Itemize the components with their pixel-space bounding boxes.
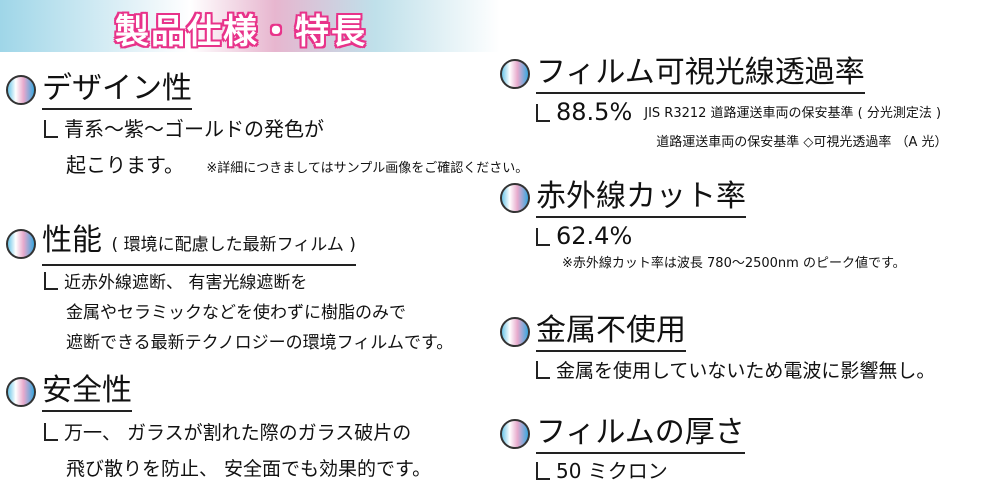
section-design: デザイン性 青系～紫～ゴールドの発色が 起こります。 ※詳細につきましてはサンプ… bbox=[6, 70, 528, 184]
note: ※赤外線カット率は波長 780～2500nm のピーク値です。 bbox=[562, 256, 906, 271]
orb-bullet-icon bbox=[6, 377, 36, 407]
section-heading: 赤外線カット率 bbox=[536, 178, 746, 218]
corner-bracket-icon bbox=[536, 228, 550, 246]
orb-bullet-icon bbox=[500, 419, 530, 449]
note: 道路運送車両の保安基準 ◇可視光透過率 （A 光） bbox=[656, 135, 948, 150]
value: 88.5% bbox=[556, 98, 633, 126]
section-heading: 性能 ( 環境に配慮した最新フィルム ) bbox=[42, 222, 356, 266]
value: 50 ミクロン bbox=[556, 459, 668, 483]
value: 62.4% bbox=[556, 222, 633, 250]
section-metal-free: 金属不使用 金属を使用していないため電波に影響無し。 bbox=[500, 312, 935, 386]
section-performance: 性能 ( 環境に配慮した最新フィルム ) 近赤外線遮断、 有害光線遮断を 金属や… bbox=[6, 222, 453, 358]
corner-bracket-icon bbox=[536, 104, 550, 122]
body-line: 遮断できる最新テクノロジーの環境フィルムです。 bbox=[66, 333, 454, 353]
orb-bullet-icon bbox=[6, 75, 36, 105]
corner-bracket-icon bbox=[44, 272, 58, 290]
orb-bullet-icon bbox=[6, 229, 36, 259]
body-line: 起こります。 bbox=[66, 153, 184, 177]
section-heading: フィルムの厚さ bbox=[536, 414, 745, 454]
section-ir-cut: 赤外線カット率 62.4% ※赤外線カット率は波長 780～2500nm のピー… bbox=[500, 178, 906, 271]
banner-title: 製品仕様・特長 bbox=[115, 12, 367, 52]
corner-bracket-icon bbox=[536, 462, 550, 480]
body-line: 万一、 ガラスが割れた際のガラス破片の bbox=[64, 422, 412, 444]
section-heading: 金属不使用 bbox=[536, 312, 686, 352]
body-line: 飛び散りを防止、 安全面でも効果的です。 bbox=[66, 458, 432, 480]
body-line: 近赤外線遮断、 有害光線遮断を bbox=[64, 273, 308, 293]
section-visible-light: フィルム可視光線透過率 88.5% JIS R3212 道路運送車両の保安基準 … bbox=[500, 54, 948, 150]
section-thickness: フィルムの厚さ 50 ミクロン bbox=[500, 414, 745, 486]
title-banner: 製品仕様・特長 bbox=[0, 0, 500, 52]
corner-bracket-icon bbox=[44, 120, 58, 138]
note: ※詳細につきましてはサンプル画像をご確認ください。 bbox=[206, 161, 529, 176]
corner-bracket-icon bbox=[536, 361, 550, 379]
section-heading: フィルム可視光線透過率 bbox=[536, 54, 865, 94]
section-heading: 安全性 bbox=[42, 372, 132, 412]
orb-bullet-icon bbox=[500, 183, 530, 213]
orb-bullet-icon bbox=[500, 59, 530, 89]
section-safety: 安全性 万一、 ガラスが割れた際のガラス破片の 飛び散りを防止、 安全面でも効果… bbox=[6, 372, 431, 484]
body-line: 金属やセラミックなどを使わずに樹脂のみで bbox=[66, 303, 406, 323]
section-heading: デザイン性 bbox=[42, 70, 192, 110]
body-line: 青系～紫～ゴールドの発色が bbox=[64, 117, 324, 141]
note: JIS R3212 道路運送車両の保安基準 ( 分光測定法 ) bbox=[644, 106, 942, 121]
orb-bullet-icon bbox=[500, 317, 530, 347]
corner-bracket-icon bbox=[44, 423, 58, 441]
value: 金属を使用していないため電波に影響無し。 bbox=[556, 360, 936, 382]
